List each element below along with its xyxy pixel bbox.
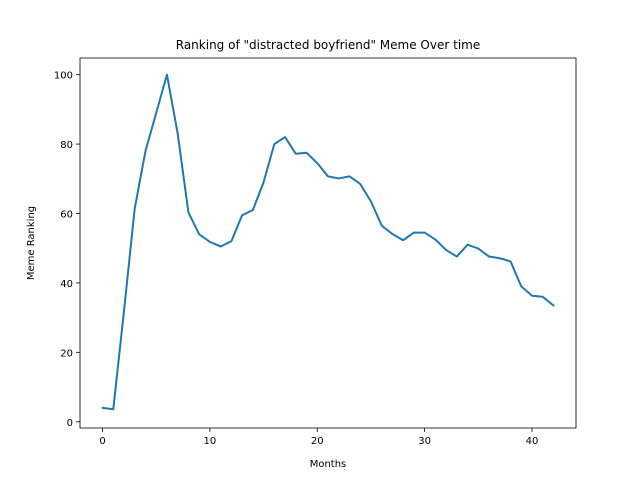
x-axis-title: Months [310, 459, 347, 470]
plot-frame [79, 57, 577, 429]
chart-title: Ranking of "distracted boyfriend" Meme O… [176, 38, 480, 52]
y-tick-label: 80 [60, 140, 73, 151]
x-tick-label: 20 [311, 436, 324, 447]
y-tick-label: 100 [54, 71, 73, 82]
y-tick-label: 40 [60, 279, 73, 290]
x-tick-label: 30 [418, 436, 431, 447]
plot-area [80, 58, 576, 428]
y-tick-label: 60 [60, 209, 73, 220]
x-tick-label: 0 [99, 436, 105, 447]
x-tick-label: 40 [526, 436, 539, 447]
y-tick-label: 0 [67, 418, 73, 429]
y-tick-label: 20 [60, 348, 73, 359]
series-line [101, 73, 555, 411]
x-axis-ticks: 0 10 20 30 40 [99, 428, 538, 447]
x-tick-label: 10 [204, 436, 217, 447]
y-axis-ticks: 0 20 40 60 80 100 [54, 71, 80, 429]
y-axis-title: Meme Ranking [26, 206, 37, 280]
